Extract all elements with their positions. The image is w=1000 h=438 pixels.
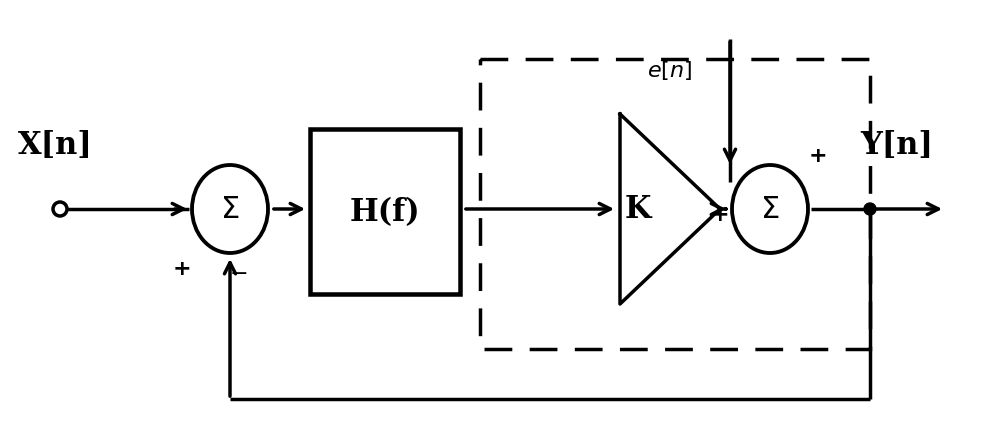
Text: $\Sigma$: $\Sigma$ [760, 194, 780, 225]
Text: +: + [809, 146, 827, 166]
Text: $-$: $-$ [229, 261, 247, 281]
Text: K: K [625, 194, 652, 225]
Bar [480, 60, 870, 349]
Polygon shape [620, 115, 720, 304]
Text: H(f): H(f) [350, 197, 420, 227]
Text: +: + [711, 205, 729, 225]
Circle shape [864, 204, 876, 215]
Ellipse shape [732, 166, 808, 254]
Text: Y[n]: Y[n] [860, 130, 933, 161]
Text: $\Sigma$: $\Sigma$ [220, 194, 240, 225]
Text: +: + [173, 258, 191, 279]
Bar [310, 130, 460, 294]
Text: $e[n]$: $e[n]$ [647, 58, 693, 81]
Text: X[n]: X[n] [18, 130, 93, 161]
Ellipse shape [192, 166, 268, 254]
Circle shape [53, 202, 67, 216]
